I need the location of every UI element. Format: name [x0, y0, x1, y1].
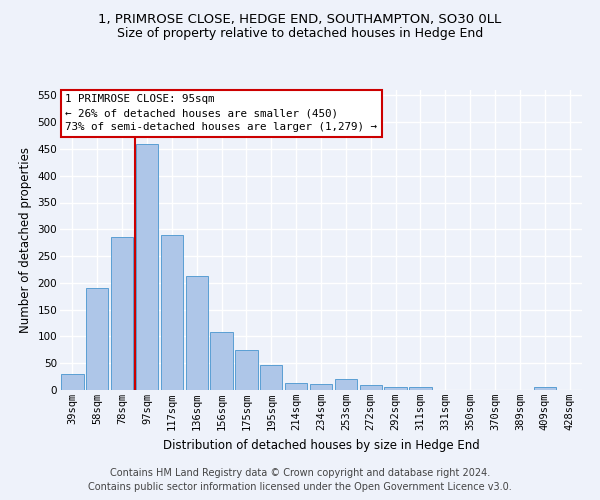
- Y-axis label: Number of detached properties: Number of detached properties: [19, 147, 32, 333]
- Bar: [161, 234, 183, 390]
- Bar: [86, 288, 109, 390]
- Bar: [385, 388, 407, 390]
- Bar: [533, 387, 556, 390]
- Bar: [211, 332, 233, 390]
- Bar: [136, 144, 158, 390]
- X-axis label: Distribution of detached houses by size in Hedge End: Distribution of detached houses by size …: [163, 438, 479, 452]
- Text: Size of property relative to detached houses in Hedge End: Size of property relative to detached ho…: [117, 28, 483, 40]
- Bar: [409, 387, 431, 390]
- Bar: [285, 383, 307, 390]
- Bar: [235, 350, 257, 390]
- Text: 1 PRIMROSE CLOSE: 95sqm
← 26% of detached houses are smaller (450)
73% of semi-d: 1 PRIMROSE CLOSE: 95sqm ← 26% of detache…: [65, 94, 377, 132]
- Text: 1, PRIMROSE CLOSE, HEDGE END, SOUTHAMPTON, SO30 0LL: 1, PRIMROSE CLOSE, HEDGE END, SOUTHAMPTO…: [98, 12, 502, 26]
- Text: Contains public sector information licensed under the Open Government Licence v3: Contains public sector information licen…: [88, 482, 512, 492]
- Bar: [185, 276, 208, 390]
- Bar: [260, 366, 283, 390]
- Bar: [111, 238, 133, 390]
- Bar: [359, 384, 382, 390]
- Bar: [310, 384, 332, 390]
- Text: Contains HM Land Registry data © Crown copyright and database right 2024.: Contains HM Land Registry data © Crown c…: [110, 468, 490, 477]
- Bar: [335, 379, 357, 390]
- Bar: [61, 374, 83, 390]
